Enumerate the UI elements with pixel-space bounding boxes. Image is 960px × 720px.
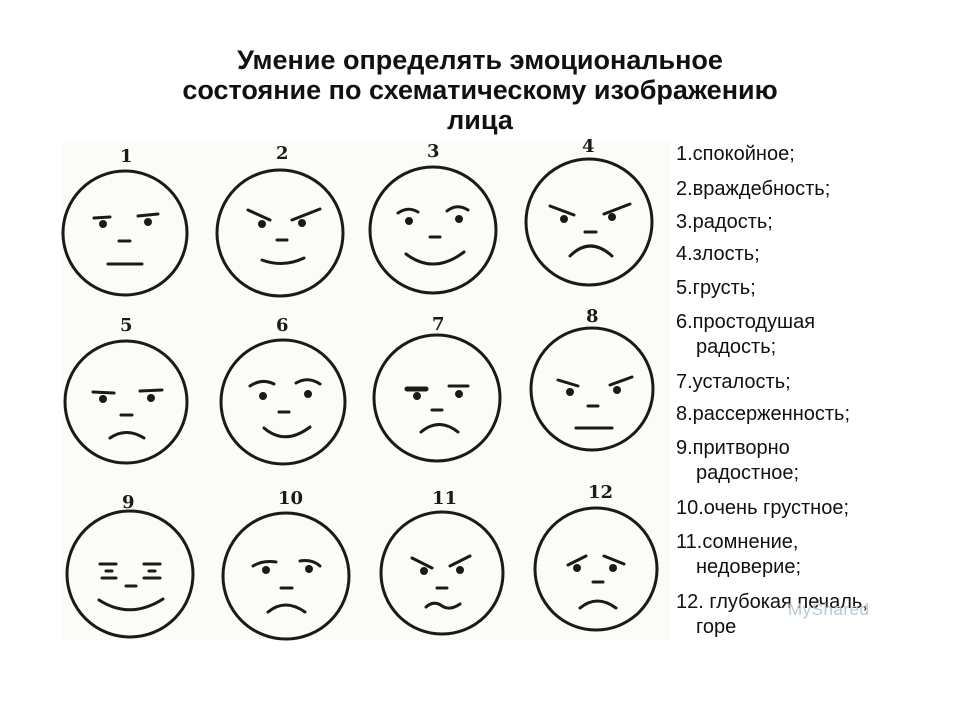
irritated-face-icon [529, 326, 655, 452]
face-number-6: 6 [276, 315, 289, 336]
fake-joy-face-icon [65, 509, 195, 639]
title-line-1: Умение определять эмоциональное [237, 45, 723, 75]
legend-item-6: 6.простодушая радость; [676, 311, 816, 358]
face-number-5: 5 [120, 315, 133, 336]
legend-item-10: 10.очень грустное; [676, 497, 850, 519]
legend-item-1: 1.спокойное; [676, 143, 795, 165]
naive-joy-face-icon [219, 338, 347, 466]
tired-face-icon [372, 333, 502, 463]
sad-face-icon [63, 339, 189, 465]
legend-item-5: 5.грусть; [676, 277, 756, 299]
face-number-2: 2 [276, 143, 289, 164]
slide-title: Умение определять эмоциональное состояни… [100, 45, 860, 135]
legend-item-7: 7.усталость; [676, 371, 791, 393]
face-number-11: 11 [432, 488, 457, 509]
face-number-8: 8 [586, 306, 599, 327]
legend-item-8: 8.рассерженность; [676, 403, 851, 425]
legend-item-3: 3.радость; [676, 211, 773, 233]
angry-face-icon [524, 157, 654, 287]
legend-item-12: 12. глубокая печаль, горе [676, 591, 868, 638]
legend-item-4: 4.злость; [676, 243, 760, 265]
face-number-12: 12 [588, 482, 613, 503]
grief-face-icon [533, 506, 659, 632]
legend-item-11: 11.сомнение, недоверие; [676, 531, 802, 578]
legend-item-9: 9.притворно радостное; [676, 437, 800, 484]
face-number-3: 3 [427, 141, 440, 162]
title-line-2: состояние по схематическому изображению [182, 75, 778, 105]
calm-face-icon [61, 169, 189, 297]
title-line-3: лица [447, 105, 513, 135]
face-number-1: 1 [120, 146, 133, 167]
face-number-10: 10 [278, 488, 303, 509]
hostile-face-icon [215, 168, 345, 298]
face-number-9: 9 [122, 492, 135, 513]
doubt-face-icon [379, 510, 505, 636]
very-sad-face-icon [221, 511, 351, 641]
watermark: MyShared [788, 600, 870, 619]
happy-face-icon [368, 165, 498, 295]
face-number-7: 7 [432, 314, 445, 335]
face-number-4: 4 [582, 136, 595, 157]
legend-item-2: 2.враждебность; [676, 178, 831, 200]
